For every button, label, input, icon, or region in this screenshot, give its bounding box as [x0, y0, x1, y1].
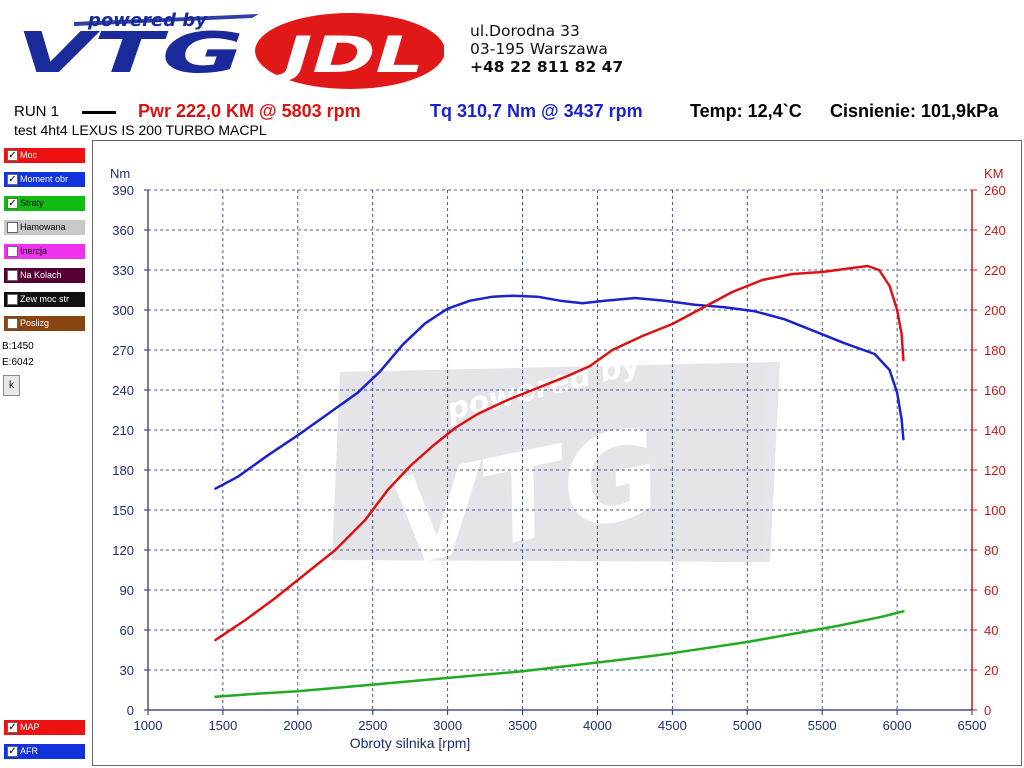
- address-city: 03-195 Warszawa: [470, 40, 608, 58]
- checkbox-icon[interactable]: [7, 246, 18, 257]
- y-right-tick-label: 160: [984, 383, 1006, 398]
- x-tick-label: 3500: [508, 718, 537, 733]
- y-left-tick-label: 210: [112, 423, 134, 438]
- checkbox-icon[interactable]: [7, 318, 18, 329]
- x-tick-label: 5500: [808, 718, 837, 733]
- y-right-tick-label: 180: [984, 343, 1006, 358]
- x-tick-label: 6000: [883, 718, 912, 733]
- y-right-tick-label: 80: [984, 543, 998, 558]
- y-left-tick-label: 270: [112, 343, 134, 358]
- torque-peak: Tq 310,7 Nm @ 3437 rpm: [430, 101, 643, 121]
- y-right-tick-label: 60: [984, 583, 998, 598]
- x-tick-label: 2500: [358, 718, 387, 733]
- address-phone: +48 22 811 82 47: [470, 58, 624, 76]
- toggle-label: Hamowana: [20, 222, 66, 232]
- y-left-tick-label: 150: [112, 503, 134, 518]
- y-right-tick-label: 200: [984, 303, 1006, 318]
- toggle-label: Moc: [20, 150, 38, 160]
- y-right-tick-label: 120: [984, 463, 1006, 478]
- y-left-axis-label: Nm: [110, 166, 130, 181]
- x-tick-label: 4500: [658, 718, 687, 733]
- y-right-tick-label: 140: [984, 423, 1006, 438]
- k-button[interactable]: k: [3, 375, 20, 396]
- series-toggle-straty[interactable]: ✓ Straty: [4, 196, 85, 211]
- toggle-label: Moment obr: [20, 174, 69, 184]
- y-left-tick-label: 240: [112, 383, 134, 398]
- run-description: test 4ht4 LEXUS IS 200 TURBO MACPL: [14, 122, 267, 138]
- logo-jdl-text: JDL: [270, 26, 424, 84]
- y-left-tick-label: 360: [112, 223, 134, 238]
- checkbox-icon[interactable]: ✓: [7, 198, 18, 209]
- x-tick-label: 5000: [733, 718, 762, 733]
- company-address: ul.Dorodna 33 03-195 Warszawa +48 22 811…: [470, 22, 623, 76]
- checkbox-icon[interactable]: [7, 294, 18, 305]
- checkbox-icon[interactable]: [7, 222, 18, 233]
- y-right-tick-label: 240: [984, 223, 1006, 238]
- y-left-tick-label: 60: [120, 623, 134, 638]
- toggle-label: Zew moc str: [20, 294, 70, 304]
- x-tick-label: 2000: [283, 718, 312, 733]
- y-left-tick-label: 30: [120, 663, 134, 678]
- temperature: Temp: 12,4`C: [690, 101, 802, 121]
- series-toggle-hamowana[interactable]: Hamowana: [4, 220, 85, 235]
- toggle-label: MAP: [20, 722, 40, 732]
- y-right-tick-label: 100: [984, 503, 1006, 518]
- pressure: Cisnienie: 101,9kPa: [830, 101, 999, 121]
- checkbox-icon[interactable]: ✓: [7, 746, 18, 757]
- checkbox-icon[interactable]: ✓: [7, 174, 18, 185]
- series-line-straty: [214, 610, 905, 698]
- run-line-swatch: [82, 111, 116, 114]
- x-tick-label: 1000: [134, 718, 163, 733]
- series-line-moc: [214, 264, 905, 642]
- series-toggle-poslizg[interactable]: Poslizg: [4, 316, 85, 331]
- y-right-tick-label: 20: [984, 663, 998, 678]
- checkbox-icon[interactable]: [7, 270, 18, 281]
- toggle-label: AFR: [20, 746, 38, 756]
- power-peak: Pwr 222,0 KM @ 5803 rpm: [138, 101, 361, 121]
- vtg-jdl-logo: powered by VTG JDL: [14, 6, 445, 90]
- series-line-moment-obr: [214, 294, 905, 490]
- toggle-label: Poslizg: [20, 318, 50, 328]
- y-left-tick-label: 0: [127, 703, 134, 718]
- toggle-label: Inercja: [20, 246, 48, 256]
- y-left-tick-label: 180: [112, 463, 134, 478]
- y-left-tick-label: 90: [120, 583, 134, 598]
- watermark-shape: [332, 362, 780, 562]
- x-tick-label: 6500: [958, 718, 987, 733]
- series-toggle-afr[interactable]: ✓ AFR: [4, 744, 85, 759]
- y-left-tick-label: 300: [112, 303, 134, 318]
- toggle-label: Na Kolach: [20, 270, 62, 280]
- x-tick-label: 1500: [208, 718, 237, 733]
- y-left-tick-label: 330: [112, 263, 134, 278]
- y-right-tick-label: 0: [984, 703, 991, 718]
- checkbox-icon[interactable]: ✓: [7, 150, 18, 161]
- y-right-axis-label: KM: [984, 166, 1004, 181]
- series-toggle-na-kolach[interactable]: Na Kolach: [4, 268, 85, 283]
- x-tick-label: 4000: [583, 718, 612, 733]
- series-toggle-moc[interactable]: ✓ Moc: [4, 148, 85, 163]
- x-axis-label: Obroty silnika [rpm]: [350, 735, 471, 751]
- y-right-tick-label: 260: [984, 183, 1006, 198]
- y-left-tick-label: 120: [112, 543, 134, 558]
- logo-vtg-text: VTG: [16, 21, 244, 86]
- series-toggle-map[interactable]: ✓ MAP: [4, 720, 85, 735]
- series-toggle-moment-obr[interactable]: ✓ Moment obr: [4, 172, 85, 187]
- address-street: ul.Dorodna 33: [470, 22, 580, 40]
- run-label: RUN 1: [14, 103, 60, 120]
- y-right-tick-label: 220: [984, 263, 1006, 278]
- x-tick-label: 3000: [433, 718, 462, 733]
- series-toggle-inercja[interactable]: Inercja: [4, 244, 85, 259]
- series-toggle-zew-moc-str[interactable]: Zew moc str: [4, 292, 85, 307]
- toggle-label: Straty: [20, 198, 44, 208]
- y-left-tick-label: 390: [112, 183, 134, 198]
- checkbox-icon[interactable]: ✓: [7, 722, 18, 733]
- end-rpm: E:6042: [2, 357, 34, 368]
- chart-frame: [92, 140, 1022, 766]
- begin-rpm: B:1450: [2, 341, 34, 352]
- y-right-tick-label: 40: [984, 623, 998, 638]
